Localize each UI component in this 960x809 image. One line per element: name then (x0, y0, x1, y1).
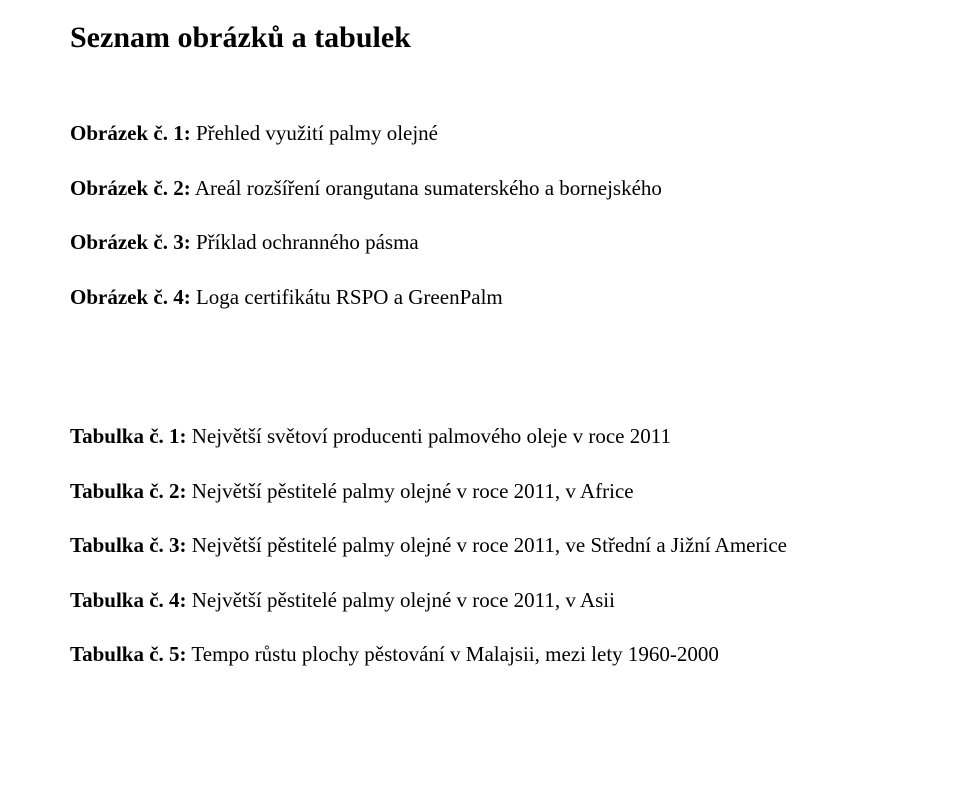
figure-text: Loga certifikátu RSPO a GreenPalm (191, 285, 503, 309)
table-text: Největší pěstitelé palmy olejné v roce 2… (187, 479, 634, 503)
table-entry: Tabulka č. 3: Největší pěstitelé palmy o… (70, 529, 890, 562)
figure-entry: Obrázek č. 3: Příklad ochranného pásma (70, 226, 890, 259)
table-entry: Tabulka č. 5: Tempo růstu plochy pěstová… (70, 638, 890, 671)
figure-label: Obrázek č. 3: (70, 230, 191, 254)
figure-label: Obrázek č. 2: (70, 176, 191, 200)
table-text: Největší světoví producenti palmového ol… (187, 424, 671, 448)
figure-entry: Obrázek č. 4: Loga certifikátu RSPO a Gr… (70, 281, 890, 314)
figure-entry: Obrázek č. 1: Přehled využití palmy olej… (70, 117, 890, 150)
table-label: Tabulka č. 3: (70, 533, 187, 557)
table-entry: Tabulka č. 4: Největší pěstitelé palmy o… (70, 584, 890, 617)
figure-text: Areál rozšíření orangutana sumaterského … (191, 176, 662, 200)
table-label: Tabulka č. 1: (70, 424, 187, 448)
figure-text: Příklad ochranného pásma (191, 230, 419, 254)
document-page: Seznam obrázků a tabulek Obrázek č. 1: P… (0, 0, 960, 809)
table-label: Tabulka č. 4: (70, 588, 187, 612)
table-label: Tabulka č. 5: (70, 642, 187, 666)
figure-entry: Obrázek č. 2: Areál rozšíření orangutana… (70, 172, 890, 205)
table-text: Tempo růstu plochy pěstování v Malajsii,… (187, 642, 719, 666)
table-entry: Tabulka č. 2: Největší pěstitelé palmy o… (70, 475, 890, 508)
table-text: Největší pěstitelé palmy olejné v roce 2… (187, 533, 787, 557)
table-entry: Tabulka č. 1: Největší světoví producent… (70, 420, 890, 453)
figure-label: Obrázek č. 4: (70, 285, 191, 309)
figure-text: Přehled využití palmy olejné (191, 121, 438, 145)
table-text: Největší pěstitelé palmy olejné v roce 2… (187, 588, 615, 612)
table-label: Tabulka č. 2: (70, 479, 187, 503)
section-gap (70, 335, 890, 420)
figure-label: Obrázek č. 1: (70, 121, 191, 145)
page-title: Seznam obrázků a tabulek (70, 18, 890, 57)
